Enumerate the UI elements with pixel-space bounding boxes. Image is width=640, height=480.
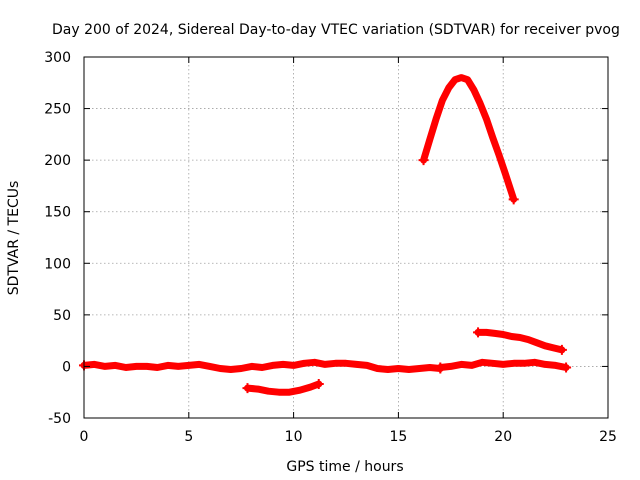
y-tick-label: -50 <box>48 411 71 427</box>
y-tick-label: 250 <box>44 102 71 118</box>
series-high-arc-start-marker <box>418 155 429 166</box>
series-descending-track-end-marker <box>556 344 567 355</box>
series-baseline-late-start-marker <box>435 362 446 373</box>
x-axis-title: GPS time / hours <box>286 459 403 475</box>
series-baseline-early <box>80 358 444 373</box>
y-tick-label: 100 <box>44 256 71 272</box>
x-tick-label: 20 <box>494 429 512 445</box>
series-negative-arc-start-marker <box>242 383 253 394</box>
y-tick-label: 0 <box>62 359 71 375</box>
x-tick-label: 15 <box>389 429 407 445</box>
axis-ticks <box>83 56 609 419</box>
series-descending-track <box>474 328 566 354</box>
x-tick-label: 5 <box>184 429 193 445</box>
y-axis-title: SDTVAR / TECUs <box>6 181 22 296</box>
data-series <box>79 74 572 396</box>
plot-frame <box>83 56 609 419</box>
series-baseline-late <box>436 358 570 371</box>
series-negative-arc <box>244 380 323 396</box>
series-baseline-late-end-marker <box>561 362 572 373</box>
y-tick-label: 150 <box>44 205 71 221</box>
tick-labels: 0 5 10 15 20 25 -50 0 50 100 150 200 250 300 <box>44 50 617 445</box>
y-tick-label: 300 <box>44 50 71 66</box>
x-tick-label: 0 <box>80 429 89 445</box>
y-tick-label: 200 <box>44 153 71 169</box>
series-high-arc-end-marker <box>508 194 519 205</box>
series-high-arc <box>420 74 518 203</box>
series-negative-arc-end-marker <box>313 378 324 389</box>
x-tick-label: 10 <box>285 429 303 445</box>
series-descending-track-start-marker <box>473 327 484 338</box>
y-tick-label: 50 <box>53 308 71 324</box>
chart-title: Day 200 of 2024, Sidereal Day-to-day VTE… <box>52 22 620 38</box>
x-tick-label: 25 <box>599 429 617 445</box>
